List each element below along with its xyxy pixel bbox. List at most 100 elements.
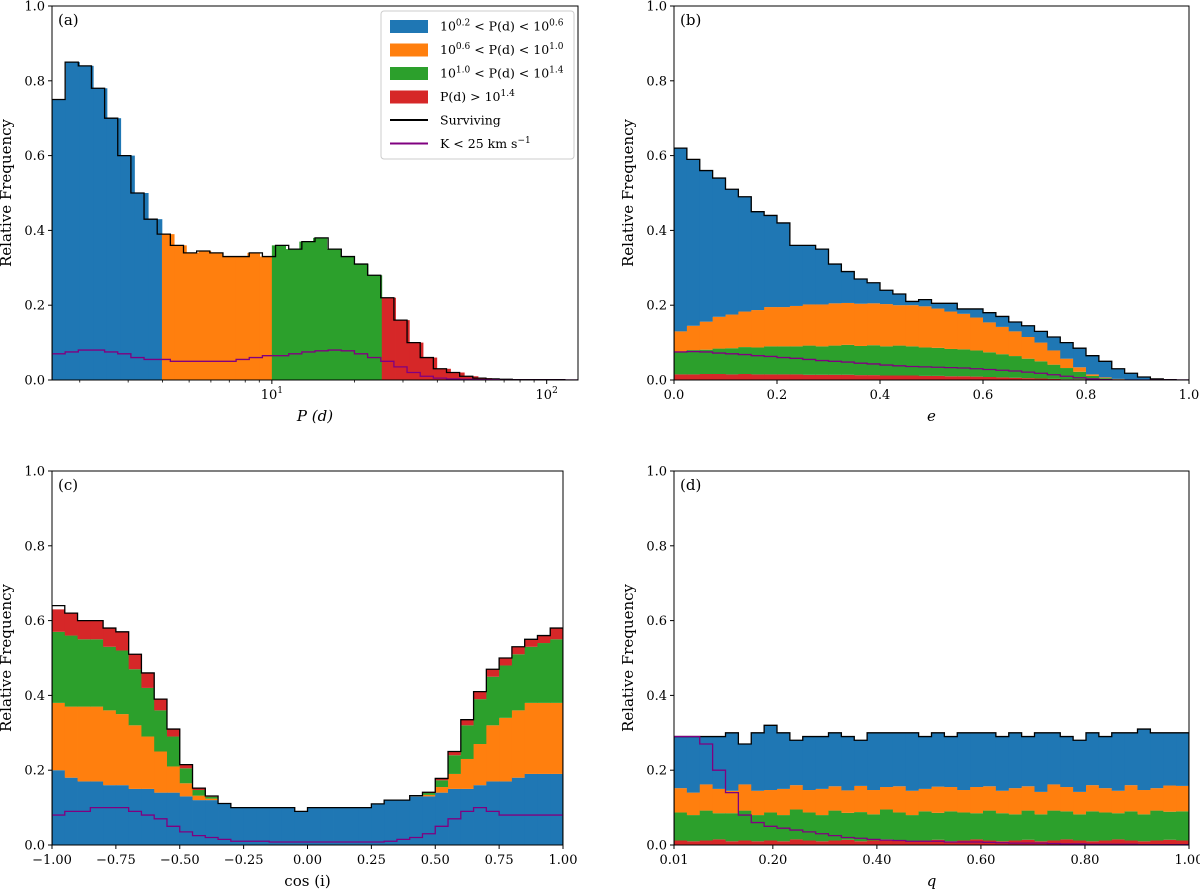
bar (371, 803, 385, 845)
bar (854, 375, 868, 380)
bar (460, 719, 474, 726)
bar (52, 609, 66, 632)
legend-swatch (390, 67, 428, 80)
bar (128, 725, 142, 789)
x-tick-label: −0.50 (160, 853, 200, 868)
bar (789, 839, 804, 845)
bar (1124, 785, 1138, 812)
bar (166, 792, 181, 845)
bar (154, 710, 168, 752)
bar (841, 374, 855, 380)
bar (802, 812, 817, 841)
bar (738, 810, 752, 841)
bar (1150, 788, 1164, 811)
bar (957, 812, 971, 841)
bar (674, 374, 688, 380)
bar (537, 643, 551, 703)
bar (725, 732, 739, 791)
bar (764, 725, 778, 791)
legend-label: 100.2 < P(d) < 100.6 (440, 19, 564, 34)
bar (65, 62, 80, 380)
bar (115, 785, 130, 845)
bar (905, 790, 920, 816)
y-tick-label: 0.4 (24, 224, 45, 239)
bar (686, 374, 701, 380)
k-curve-line (52, 806, 563, 843)
bar (1098, 361, 1113, 378)
bar (892, 786, 907, 813)
bar (154, 699, 168, 711)
axes-frame (673, 5, 1190, 381)
bar (384, 800, 398, 845)
bar (905, 305, 920, 347)
bar (64, 635, 78, 707)
bar (1034, 378, 1048, 380)
bar (64, 706, 78, 778)
bar (854, 785, 868, 813)
bar (1060, 839, 1074, 845)
bar (174, 245, 187, 380)
bar (448, 788, 462, 845)
bar (1163, 811, 1177, 840)
bar (77, 781, 91, 845)
bar (789, 809, 804, 840)
y-tick-label: 0.6 (646, 614, 667, 629)
bar (1098, 812, 1113, 841)
bar (841, 736, 855, 791)
bar (918, 736, 932, 789)
bar (1073, 348, 1087, 368)
bar (892, 840, 907, 845)
bar (1047, 840, 1061, 845)
bar (1034, 361, 1048, 379)
bar (235, 256, 248, 380)
k-curve-line (52, 349, 578, 380)
bar (313, 237, 328, 380)
bar (473, 699, 487, 745)
axes-frame (673, 470, 1190, 846)
x-tick-label: 0.01 (660, 853, 689, 868)
bar (995, 790, 1010, 814)
bar (995, 377, 1010, 380)
bar (712, 839, 726, 845)
legend-label: P(d) > 101.4 (440, 89, 515, 104)
y-tick-label: 0.2 (24, 764, 45, 779)
bar (983, 810, 997, 841)
bar (995, 736, 1010, 791)
bar (725, 790, 739, 814)
bar (738, 784, 752, 811)
surviving-line (674, 147, 1189, 380)
bar (802, 736, 817, 791)
bar (828, 840, 842, 845)
bar (256, 807, 270, 845)
bar (789, 245, 804, 306)
bar (1060, 736, 1074, 788)
bar (460, 758, 474, 789)
bar (944, 811, 958, 842)
bar (880, 732, 894, 788)
bar (699, 784, 714, 811)
bar (828, 732, 842, 787)
bar (1047, 810, 1061, 841)
bar (1060, 358, 1074, 369)
x-tick-label: 102 (536, 386, 558, 403)
bar (983, 312, 997, 323)
bar (699, 736, 714, 785)
legend-swatch (390, 90, 428, 104)
bar (422, 796, 436, 845)
y-tick-label: 0.2 (646, 299, 667, 314)
bar (802, 245, 817, 305)
bar (970, 813, 984, 840)
bar (712, 316, 726, 349)
bar (1137, 790, 1151, 815)
bar (751, 347, 765, 375)
bar (499, 781, 513, 845)
bar (892, 293, 907, 306)
bar (1073, 840, 1087, 845)
y-tick-label: 0.8 (646, 74, 667, 89)
bar (1086, 732, 1100, 786)
bar (789, 785, 804, 810)
bar (396, 800, 411, 845)
bar (815, 374, 829, 380)
x-tick-label-base: 0.01 (660, 853, 689, 868)
bar (90, 639, 104, 707)
